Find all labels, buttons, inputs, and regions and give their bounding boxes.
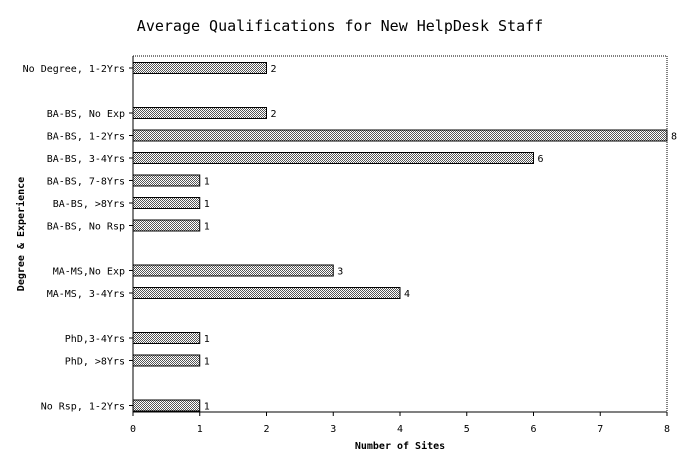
bar-value-label: 3 — [337, 267, 343, 278]
bar-value-label: 1 — [204, 199, 210, 210]
category-label: BA-BS, >8Yrs — [53, 199, 125, 210]
category-label: MA-MS, 3-4Yrs — [47, 289, 125, 300]
x-tick-label: 4 — [397, 424, 403, 435]
x-tick-label: 3 — [330, 424, 336, 435]
x-axis-ticks: 0 1 2 3 4 5 6 7 8 — [130, 412, 670, 435]
bar-value-label: 2 — [271, 64, 277, 75]
bar-value-label: 2 — [271, 109, 277, 120]
x-tick-label: 5 — [464, 424, 470, 435]
bar-value-label: 1 — [204, 334, 210, 345]
category-label: BA-BS, No Rsp — [47, 222, 125, 233]
bar — [132, 219, 201, 232]
bar-value-label: 8 — [671, 132, 677, 143]
y-axis-title: Degree & Experience — [15, 177, 27, 291]
x-tick-label: 7 — [597, 424, 603, 435]
category-label: BA-BS, No Exp — [47, 109, 125, 120]
bars-group: No Degree, 1-2Yrs 2 BA-BS, No Exp 2 BA-BS, 1… — [23, 62, 677, 413]
category-label: BA-BS, 7-8Yrs — [47, 177, 125, 188]
bar — [132, 264, 334, 277]
x-axis-title: Number of Sites — [355, 440, 445, 452]
bar — [132, 354, 201, 367]
bar-value-label: 1 — [204, 357, 210, 368]
bar — [132, 152, 534, 164]
bar — [132, 287, 401, 299]
category-label: BA-BS, 3-4Yrs — [47, 154, 125, 165]
bar-value-label: 6 — [538, 154, 544, 165]
bar — [132, 62, 267, 74]
category-label: MA-MS,No Exp — [53, 267, 125, 278]
bar-value-label: 1 — [204, 222, 210, 233]
bar-value-label: 1 — [204, 402, 210, 413]
bar-value-label: 1 — [204, 177, 210, 188]
x-tick-label: 6 — [530, 424, 536, 435]
chart-title: Average Qualifications for New HelpDesk … — [137, 17, 543, 35]
category-label: BA-BS, 1-2Yrs — [47, 132, 125, 143]
bar — [132, 399, 201, 412]
x-tick-label: 0 — [130, 424, 136, 435]
bar — [132, 129, 668, 142]
x-tick-label: 1 — [197, 424, 203, 435]
category-label: No Rsp, 1-2Yrs — [41, 402, 125, 413]
x-tick-label: 2 — [263, 424, 269, 435]
bar — [132, 332, 201, 344]
bar — [132, 107, 267, 119]
category-label: PhD,3-4Yrs — [65, 334, 125, 345]
x-tick-label: 8 — [664, 424, 670, 435]
bar — [132, 197, 201, 209]
category-label: PhD, >8Yrs — [65, 357, 125, 368]
bar — [132, 174, 201, 187]
bar-value-label: 4 — [404, 289, 410, 300]
category-label: No Degree, 1-2Yrs — [23, 64, 125, 75]
